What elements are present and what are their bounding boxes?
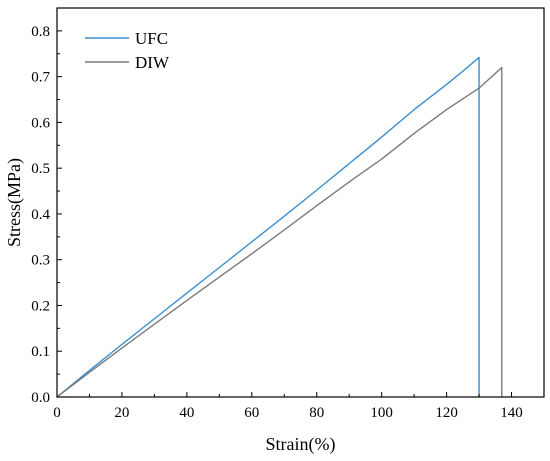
legend: UFC DIW bbox=[85, 29, 170, 72]
series-group bbox=[56, 56, 503, 398]
legend-label-diw: DIW bbox=[135, 53, 170, 72]
x-tick-label: 140 bbox=[500, 405, 523, 421]
x-tick-label: 20 bbox=[114, 405, 129, 421]
x-tick-label: 40 bbox=[179, 405, 194, 421]
y-tick-label: 0.1 bbox=[31, 344, 50, 360]
y-tick-label: 0.6 bbox=[31, 115, 50, 131]
plot-frame bbox=[56, 7, 545, 398]
x-tick-label: 80 bbox=[309, 405, 324, 421]
y-tick-label: 0.4 bbox=[31, 207, 50, 223]
y-tick-label: 0.2 bbox=[31, 298, 50, 314]
series-line-ufc bbox=[56, 56, 480, 398]
x-tick-label: 100 bbox=[370, 405, 393, 421]
series-line-diw bbox=[56, 66, 503, 398]
y-tick-label: 0.7 bbox=[31, 70, 50, 86]
axes-group: 0 20 40 60 80 100 120 140 0.0 0.1 0.2 0.3 0.4 0.5 0.6 0… bbox=[31, 7, 545, 421]
x-tick-label: 0 bbox=[53, 405, 61, 421]
y-tick-label: 0.5 bbox=[31, 161, 50, 177]
y-tick-label: 0.3 bbox=[31, 253, 50, 269]
legend-label-ufc: UFC bbox=[135, 29, 168, 48]
y-axis-title: Stress(MPa) bbox=[4, 158, 25, 247]
y-tick-label: 0.0 bbox=[31, 390, 50, 406]
x-axis-title: Strain(%) bbox=[266, 434, 336, 455]
x-tick-label: 120 bbox=[435, 405, 458, 421]
y-tick-label: 0.8 bbox=[31, 24, 50, 40]
x-tick-label: 60 bbox=[244, 405, 259, 421]
